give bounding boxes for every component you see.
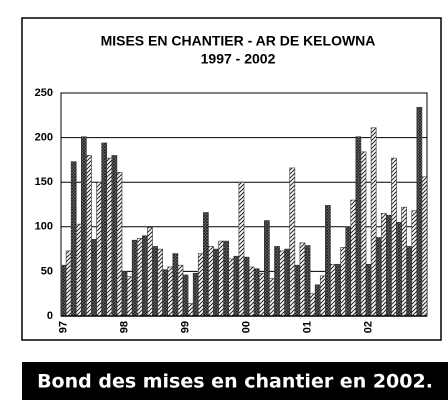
bar (279, 250, 285, 317)
bar (218, 240, 224, 317)
bar (375, 237, 382, 317)
bar (380, 213, 387, 317)
bar (60, 264, 67, 317)
bar (75, 223, 82, 317)
x-tick-label: 02 (362, 321, 374, 333)
x-tick-label: 01 (301, 321, 313, 333)
bar (126, 276, 133, 317)
bar (253, 268, 260, 317)
y-tick-label: 200 (35, 132, 53, 144)
bar (330, 263, 336, 317)
bar (65, 250, 72, 317)
bar (233, 255, 240, 317)
bar (274, 246, 280, 317)
chart-title: MISES EN CHANTIER - AR DE KELOWNA (101, 33, 376, 49)
bar (325, 205, 331, 317)
bar (248, 266, 255, 317)
bar (355, 136, 362, 317)
bar (81, 136, 87, 317)
bar (136, 238, 143, 317)
bar (208, 246, 214, 317)
bar (386, 214, 392, 317)
bar (177, 264, 184, 317)
bar (345, 226, 352, 317)
bar (360, 151, 367, 317)
bar (96, 181, 102, 317)
bar (350, 199, 357, 317)
bar (86, 155, 92, 317)
bar (192, 272, 199, 317)
bar (269, 278, 275, 317)
bar (309, 293, 316, 317)
bar (314, 284, 321, 317)
x-tick-label: 98 (118, 321, 130, 333)
bar (243, 256, 250, 317)
y-tick-label: 150 (35, 176, 53, 188)
bar (157, 248, 163, 317)
bar (187, 303, 194, 317)
bar (421, 176, 428, 317)
caption-bar (22, 362, 448, 400)
bar (116, 172, 123, 317)
bar (340, 247, 346, 317)
bar (182, 274, 189, 317)
bar (197, 253, 204, 317)
bar (70, 161, 77, 317)
bar (304, 245, 311, 317)
x-tick-label: 00 (240, 321, 252, 333)
bar (411, 210, 418, 317)
bar (396, 222, 402, 317)
bar (299, 242, 306, 317)
chart-subtitle: 1997 - 2002 (201, 51, 276, 67)
bar (416, 106, 423, 317)
bar (406, 246, 413, 317)
y-tick-label: 50 (41, 265, 53, 277)
bar (238, 181, 245, 317)
bar (172, 253, 179, 317)
bar (131, 239, 138, 317)
bar (162, 269, 169, 317)
bar (223, 240, 230, 317)
bar (111, 155, 118, 317)
y-tick-label: 100 (35, 221, 53, 233)
bar (284, 248, 291, 317)
bar (91, 238, 97, 317)
bar (167, 266, 174, 317)
bar (228, 258, 235, 317)
bar (142, 235, 148, 317)
bar (258, 272, 265, 317)
caption: Bond des mises en chantier en 2002. (37, 371, 433, 393)
bar (264, 220, 270, 317)
bar (391, 157, 397, 317)
bar (319, 275, 326, 317)
y-tick-label: 250 (35, 87, 53, 99)
bar (106, 157, 113, 317)
bar (294, 264, 301, 317)
bar (203, 212, 209, 317)
bar (289, 167, 296, 317)
bar (101, 142, 108, 317)
y-tick-label: 0 (47, 310, 53, 322)
bar (147, 227, 153, 317)
bar (370, 127, 377, 317)
bar (213, 248, 219, 317)
bar (335, 263, 341, 317)
bar (121, 271, 128, 317)
x-tick-label: 97 (57, 321, 69, 333)
bar (365, 263, 372, 317)
x-tick-label: 99 (179, 321, 191, 333)
bar (401, 206, 407, 317)
bar (152, 246, 158, 317)
